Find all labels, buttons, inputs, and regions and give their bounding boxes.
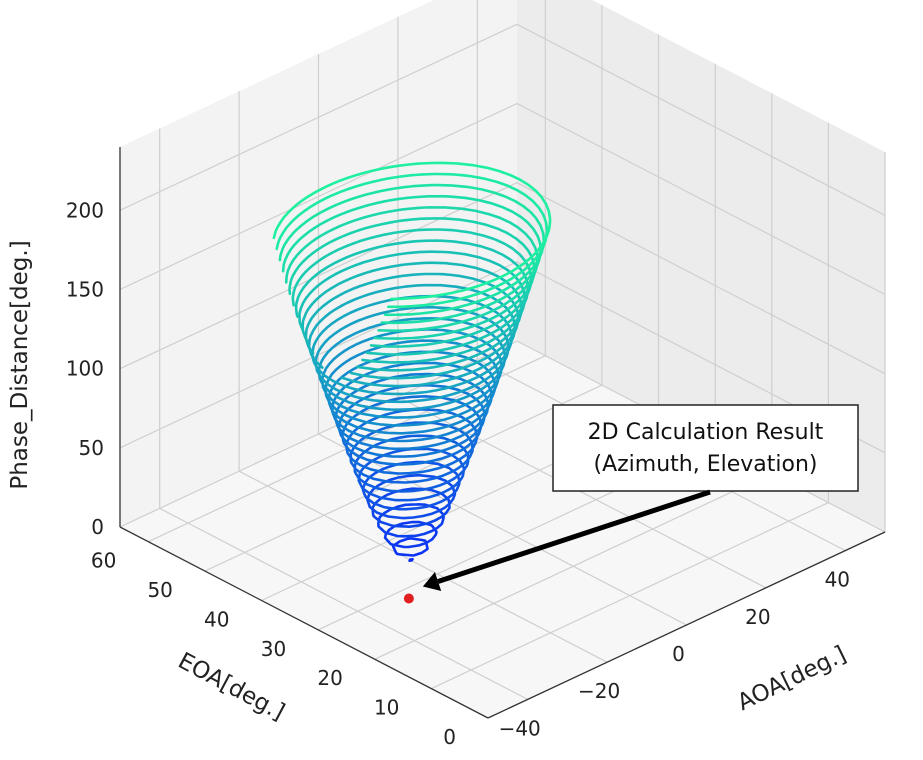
y-tick-label: 50 <box>147 578 172 602</box>
z-tick-label: 100 <box>66 357 104 381</box>
x-tick-label: −20 <box>578 679 620 703</box>
tick-labels: −40 −20 0 20 40 0 10 20 30 40 50 60 0 50 100 150 200 <box>66 198 850 749</box>
grid-line-z <box>119 182 886 375</box>
axis-edges <box>119 147 886 719</box>
grid-line-z <box>119 261 886 454</box>
x-tick-label: 40 <box>825 568 850 592</box>
contour-lines <box>272 161 552 562</box>
annotation: 2D Calculation Result (Azimuth, Elevatio… <box>422 404 859 591</box>
contour-line <box>331 361 493 443</box>
contour-line <box>334 372 490 451</box>
contour-line <box>301 261 523 372</box>
y-tick-label: 30 <box>261 637 286 661</box>
z-tick-label: 150 <box>66 278 104 302</box>
y-axis-line <box>119 526 489 719</box>
back-pane-yz <box>517 0 885 532</box>
contour-line <box>353 434 470 493</box>
minimum-marker <box>403 593 414 604</box>
contour-line <box>408 558 414 562</box>
z-tick-label: 0 <box>91 515 104 539</box>
annotation-arrowhead <box>422 572 442 591</box>
contour-line <box>278 183 546 317</box>
x-axis-label: AOA[deg.] <box>733 641 850 716</box>
x-tick-label: 20 <box>745 605 770 629</box>
y-tick-label: 0 <box>443 725 456 749</box>
grid-line-z <box>119 102 886 296</box>
z-axis-label: Phase_Distance[deg.] <box>7 240 33 489</box>
annotation-arrow <box>437 489 711 584</box>
z-tick-label: 200 <box>66 198 104 222</box>
annotation-line1: 2D Calculation Result <box>588 420 824 445</box>
minimum-point <box>403 593 414 604</box>
y-tick-label: 60 <box>91 549 116 573</box>
annotation-line2: (Azimuth, Elevation) <box>594 452 818 477</box>
grid-line-z <box>119 23 886 216</box>
z-tick-label: 50 <box>79 436 104 460</box>
y-tick-label: 20 <box>317 666 342 690</box>
x-tick-label: −40 <box>499 716 541 740</box>
y-tick-label: 40 <box>204 608 229 632</box>
y-tick-label: 10 <box>374 696 399 720</box>
annotation-box <box>552 404 859 492</box>
x-tick-label: 0 <box>672 642 685 666</box>
contour-line <box>272 161 552 301</box>
x-axis-line <box>487 531 886 719</box>
contour-line <box>298 250 527 364</box>
